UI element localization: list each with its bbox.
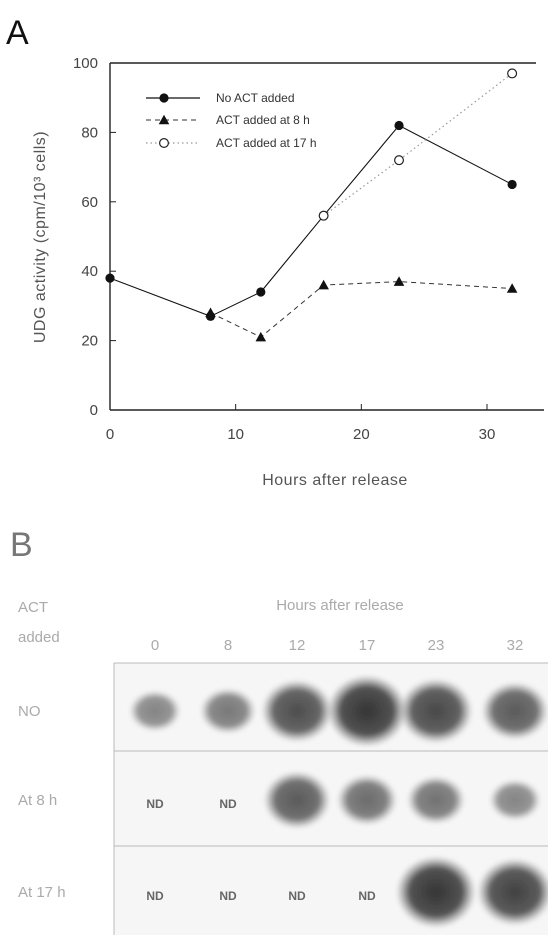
y-tick-label: 40 [81, 263, 98, 280]
blot-column-label: 8 [224, 637, 232, 654]
data-point [507, 179, 517, 190]
line-chart: 0 20 40 60 80 100 0 10 20 30 Hours after release UD… [32, 55, 544, 489]
legend-label: ACT added at 17 h [216, 136, 317, 150]
panel-b-letter: B [10, 526, 33, 564]
x-tick-label: 10 [227, 426, 244, 443]
x-axis-title: Hours after release [262, 472, 408, 489]
data-point [255, 331, 267, 342]
blot-band [336, 774, 398, 826]
blot-column-label: 17 [359, 637, 376, 654]
blot-row-label: NO [18, 703, 41, 720]
blot-column-label: 32 [507, 637, 524, 654]
not-detected-label: ND [146, 889, 164, 903]
series-line [109, 124, 513, 317]
legend-label: ACT added at 8 h [216, 113, 310, 127]
not-detected-label: ND [146, 797, 164, 811]
data-point [318, 210, 329, 221]
blot-column-label: 23 [428, 637, 445, 654]
data-point [394, 155, 405, 166]
legend-marker [158, 114, 170, 125]
panel-a-letter: A [6, 14, 29, 52]
blot-band [481, 682, 548, 740]
y-tick-label: 100 [73, 55, 98, 72]
data-point [506, 283, 518, 293]
not-detected-label: ND [219, 797, 237, 811]
series-3 [318, 68, 518, 221]
northern-blot: 0 8 12 17 23 32 NO At 8 h ND ND At 17 h ND ND ND ND [18, 637, 548, 935]
blot-band [399, 678, 473, 744]
legend-label: No ACT added [216, 91, 295, 105]
series-2 [205, 276, 518, 342]
y-tick-label: 20 [81, 333, 98, 350]
data-point [394, 120, 404, 131]
x-tick-label: 30 [479, 426, 496, 443]
blot-band [200, 688, 256, 734]
data-point [105, 273, 115, 283]
blot-band [261, 679, 333, 743]
data-point [205, 307, 216, 318]
blot-band [263, 771, 331, 829]
blot-row-header-line1: ACT [18, 599, 48, 616]
not-detected-label: ND [288, 889, 306, 903]
y-tick-label: 60 [81, 194, 98, 211]
blot-band [396, 856, 476, 928]
blot-band [327, 675, 407, 747]
not-detected-label: ND [358, 889, 376, 903]
legend-marker [159, 138, 170, 149]
blot-row-label: At 8 h [18, 792, 57, 809]
blot-column-label: 0 [151, 637, 159, 654]
y-tick-label: 0 [90, 402, 98, 419]
series-line [210, 281, 513, 338]
blot-header: Hours after release [276, 597, 404, 614]
blot-row-header-line2: added [18, 629, 60, 646]
series-line [323, 72, 513, 217]
legend: No ACT added ACT added at 8 h ACT added at… [146, 91, 317, 150]
not-detected-label: ND [219, 889, 237, 903]
data-point [318, 279, 329, 290]
blot-band [407, 776, 465, 824]
blot-band [489, 779, 541, 821]
x-tick-label: 20 [353, 426, 370, 443]
x-tick-label: 0 [106, 426, 114, 443]
data-point [393, 276, 405, 286]
series-1 [105, 120, 517, 321]
blot-band [129, 690, 181, 732]
data-point [507, 68, 518, 79]
blot-column-label: 12 [289, 637, 306, 654]
legend-marker [159, 93, 169, 103]
data-point [256, 287, 266, 297]
y-axis-title: UDG activity (cpm/10³ cells) [32, 131, 49, 343]
y-tick-label: 80 [81, 124, 98, 141]
blot-row-label: At 17 h [18, 884, 66, 901]
blot-band [477, 858, 548, 926]
